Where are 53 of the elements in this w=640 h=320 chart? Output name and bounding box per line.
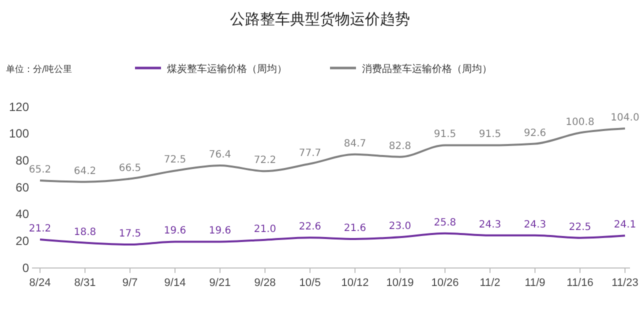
y-tick-label: 20: [16, 234, 30, 248]
data-label: 76.4: [208, 149, 232, 160]
chart-title: 公路整车典型货物运价趋势: [230, 10, 410, 28]
y-tick-label: 40: [16, 207, 30, 222]
data-label: 91.5: [434, 129, 456, 140]
x-tick-label: 10/5: [299, 276, 321, 289]
data-label: 72.5: [164, 154, 186, 166]
data-label: 84.7: [344, 138, 366, 150]
x-tick-label: 11/16: [566, 276, 594, 289]
y-tick-label: 60: [16, 180, 30, 194]
data-label: 21.0: [254, 224, 276, 235]
x-tick-label: 8/24: [29, 276, 51, 289]
data-label: 21.2: [28, 224, 52, 235]
data-label: 17.5: [118, 228, 142, 240]
x-tick-label: 9/7: [122, 276, 138, 289]
x-tick-label: 11/23: [612, 276, 638, 289]
data-label: 18.8: [74, 226, 96, 238]
data-label: 25.8: [434, 217, 456, 228]
data-label: 66.5: [118, 162, 142, 174]
data-label: 92.6: [524, 128, 546, 139]
data-label: 22.6: [298, 222, 322, 233]
data-label: 19.6: [164, 226, 186, 237]
data-label: 24.3: [478, 219, 502, 230]
data-label: 64.2: [74, 166, 96, 177]
data-label: 22.5: [568, 222, 592, 233]
data-label: 72.2: [254, 155, 276, 166]
legend-label: 消费品整车运输价格（周均）: [362, 63, 492, 75]
y-tick-label: 0: [22, 260, 30, 275]
data-label: 65.2: [28, 164, 52, 176]
y-axis-title: 单位：分/吨公里: [6, 64, 72, 75]
y-tick-label: 80: [16, 154, 30, 168]
x-tick-label: 9/14: [164, 276, 186, 289]
data-label: 19.6: [208, 226, 232, 237]
data-label: 77.7: [298, 148, 322, 159]
x-tick-label: 10/12: [341, 276, 369, 289]
y-tick-label: 100: [8, 126, 30, 141]
x-tick-label: 11/2: [480, 276, 500, 289]
data-label: 24.3: [524, 219, 546, 230]
data-label: 100.8: [566, 116, 594, 128]
x-tick-label: 9/21: [209, 276, 231, 289]
x-tick-label: 9/28: [254, 276, 276, 289]
data-label: 82.8: [388, 140, 412, 152]
x-tick-label: 8/31: [74, 276, 96, 289]
legend-label: 煤炭整车运输价格（周均）: [167, 63, 287, 75]
data-label: 104.0: [610, 112, 640, 124]
x-tick-label: 10/19: [386, 276, 414, 289]
data-label: 23.0: [388, 221, 412, 232]
y-tick-label: 120: [8, 100, 30, 114]
data-label: 91.5: [478, 129, 502, 140]
data-label: 24.1: [614, 220, 636, 231]
x-tick-label: 10/26: [431, 276, 459, 289]
x-tick-label: 11/9: [524, 276, 546, 289]
data-label: 21.6: [344, 223, 366, 234]
